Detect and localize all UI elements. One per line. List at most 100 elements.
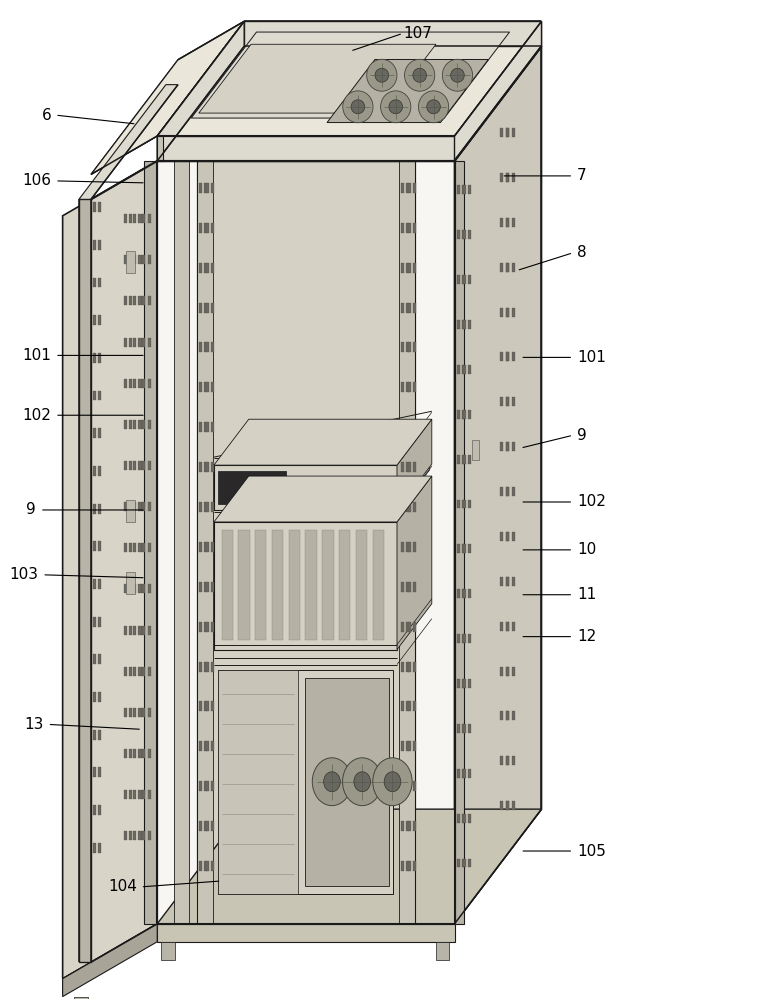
Bar xyxy=(133,296,136,305)
Bar xyxy=(211,542,214,552)
Bar xyxy=(124,296,127,305)
Bar xyxy=(147,296,150,305)
Polygon shape xyxy=(217,670,298,894)
Bar xyxy=(511,667,515,676)
Bar xyxy=(204,622,207,632)
Bar xyxy=(124,708,127,717)
Bar xyxy=(211,582,214,592)
Bar xyxy=(199,701,202,711)
Bar xyxy=(138,749,141,758)
Polygon shape xyxy=(356,530,367,640)
Polygon shape xyxy=(192,32,509,118)
Bar xyxy=(133,214,136,223)
Bar xyxy=(511,128,515,137)
Bar xyxy=(74,997,87,1000)
Polygon shape xyxy=(306,530,317,640)
Bar xyxy=(406,223,409,233)
Polygon shape xyxy=(157,136,163,161)
Polygon shape xyxy=(197,161,415,924)
Bar xyxy=(211,502,214,512)
Bar xyxy=(138,379,141,388)
Bar xyxy=(505,622,508,631)
Bar xyxy=(407,781,410,791)
Bar xyxy=(142,214,145,223)
Bar xyxy=(413,263,416,273)
Bar xyxy=(500,622,503,631)
Bar xyxy=(505,308,508,317)
Ellipse shape xyxy=(384,772,401,792)
Bar xyxy=(204,701,207,711)
Bar xyxy=(211,781,214,791)
Bar xyxy=(199,223,202,233)
Bar xyxy=(147,790,150,799)
Bar xyxy=(138,790,141,799)
Bar xyxy=(138,420,141,429)
Bar xyxy=(413,382,416,392)
Polygon shape xyxy=(327,59,489,123)
Bar xyxy=(138,831,141,840)
Bar xyxy=(401,183,404,193)
Bar xyxy=(406,542,409,552)
Bar xyxy=(124,667,127,676)
Bar xyxy=(147,543,150,552)
Bar xyxy=(463,365,466,374)
Bar xyxy=(129,831,132,840)
Bar xyxy=(468,679,471,688)
Bar xyxy=(406,422,409,432)
Bar xyxy=(463,634,466,643)
Polygon shape xyxy=(79,85,178,199)
Text: 10: 10 xyxy=(577,542,597,557)
Bar xyxy=(138,626,141,635)
Bar xyxy=(407,622,410,632)
Bar xyxy=(500,263,503,272)
Bar xyxy=(124,420,127,429)
Bar xyxy=(199,622,202,632)
Bar xyxy=(511,442,515,451)
Bar xyxy=(199,382,202,392)
Bar xyxy=(468,230,471,239)
Bar xyxy=(463,500,466,508)
Polygon shape xyxy=(397,476,432,650)
Bar xyxy=(457,275,460,284)
Ellipse shape xyxy=(413,68,426,82)
Bar xyxy=(468,544,471,553)
Bar xyxy=(505,442,508,451)
Bar xyxy=(463,814,466,823)
Bar xyxy=(142,708,145,717)
Bar xyxy=(161,942,175,960)
Bar xyxy=(462,859,465,867)
Bar xyxy=(211,622,214,632)
Bar xyxy=(468,500,471,508)
Bar xyxy=(457,230,460,239)
Bar xyxy=(457,410,460,419)
Bar xyxy=(206,622,209,632)
Bar xyxy=(211,382,214,392)
Bar xyxy=(506,711,509,720)
Bar xyxy=(407,263,410,273)
Bar xyxy=(407,502,410,512)
Bar xyxy=(124,461,127,470)
Bar xyxy=(211,422,214,432)
Polygon shape xyxy=(255,530,267,640)
Bar xyxy=(147,584,150,593)
Polygon shape xyxy=(397,419,432,510)
Bar xyxy=(462,724,465,733)
Bar xyxy=(129,296,132,305)
Bar xyxy=(506,263,509,272)
Bar xyxy=(506,218,509,227)
Bar xyxy=(468,320,471,329)
Polygon shape xyxy=(79,199,91,962)
Polygon shape xyxy=(217,670,393,894)
Text: 107: 107 xyxy=(403,26,432,41)
Bar xyxy=(133,543,136,552)
Bar xyxy=(500,532,503,541)
Bar xyxy=(93,617,96,627)
Bar xyxy=(468,634,471,643)
Bar xyxy=(133,790,136,799)
Bar xyxy=(93,278,96,287)
Bar xyxy=(500,308,503,317)
Bar xyxy=(211,303,214,313)
Polygon shape xyxy=(454,21,541,161)
Bar xyxy=(98,843,101,853)
Bar xyxy=(463,455,466,464)
